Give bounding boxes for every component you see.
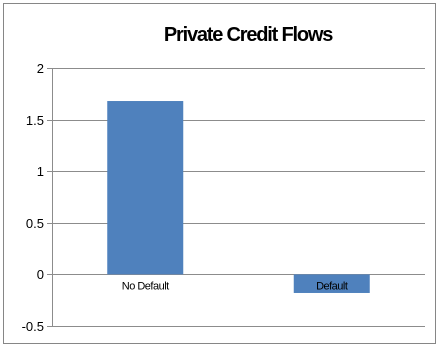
chart-title: Private Credit Flows xyxy=(164,24,333,46)
y-axis-ticks: -0.5 0 0.5 1 1.5 2 xyxy=(22,61,44,334)
bar-no-default xyxy=(107,101,183,274)
y-tick-label: -0.5 xyxy=(22,319,44,334)
y-tick-label: 1 xyxy=(37,164,44,179)
y-tick-label: 2 xyxy=(37,61,44,76)
y-tick-label: 0.5 xyxy=(26,216,44,231)
y-tick-label: 0 xyxy=(37,267,44,282)
x-category-label: No Default xyxy=(122,280,169,292)
x-category-label: Default xyxy=(316,280,348,292)
y-tick-label: 1.5 xyxy=(26,113,44,128)
bars xyxy=(107,101,370,293)
